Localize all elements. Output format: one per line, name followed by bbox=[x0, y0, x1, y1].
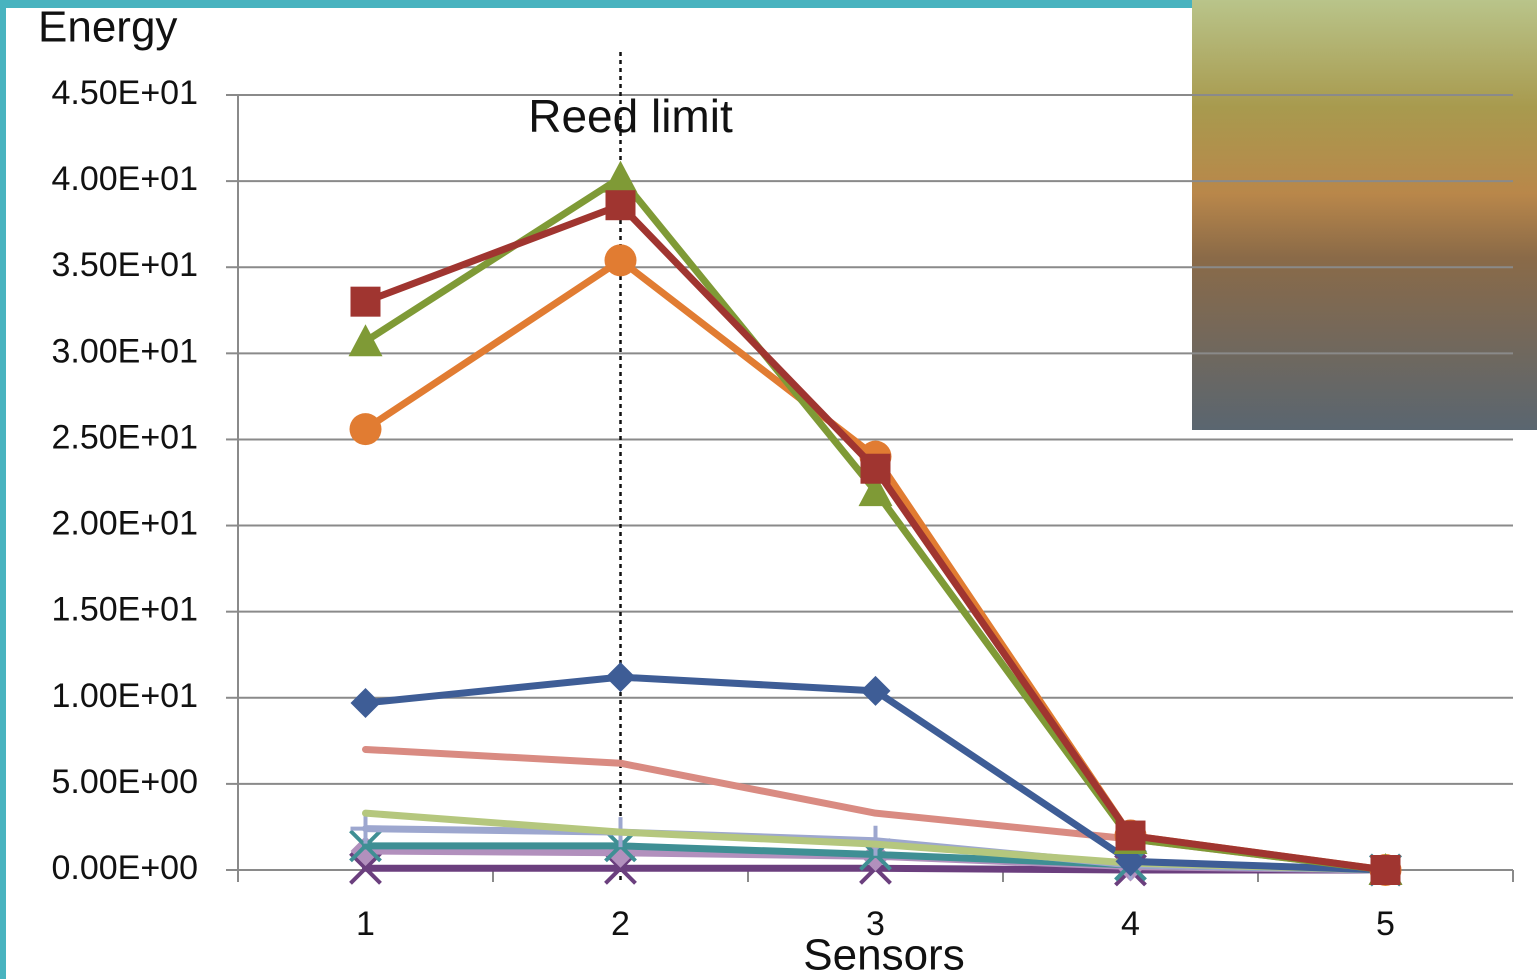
annotation: Reed limit bbox=[528, 90, 733, 142]
x-tick-label: 1 bbox=[356, 905, 375, 943]
x-tick-label: 2 bbox=[611, 905, 630, 943]
y-tick-label: 4.00E+01 bbox=[51, 160, 198, 198]
y-tick-label: 5.00E+00 bbox=[51, 763, 198, 801]
x-tick-label: 4 bbox=[1121, 905, 1140, 943]
y-tick-label: 4.50E+01 bbox=[51, 74, 198, 112]
y-tick-label: 2.00E+01 bbox=[51, 505, 198, 543]
y-tick-label: 0.00E+00 bbox=[51, 849, 198, 887]
page: {"chart_data": { "type": "line", "y_labe… bbox=[0, 0, 1537, 979]
marker bbox=[606, 190, 636, 220]
y-tick-label: 3.50E+01 bbox=[51, 246, 198, 284]
y-tick-label: 1.50E+01 bbox=[51, 591, 198, 629]
y-axis-title: Energy bbox=[38, 3, 177, 52]
y-tick-label: 2.50E+01 bbox=[51, 418, 198, 456]
chart: Energy Sensors 0.00E+005.00E+001.00E+011… bbox=[0, 0, 1537, 979]
marker bbox=[1116, 821, 1146, 851]
marker bbox=[861, 454, 891, 484]
marker bbox=[351, 287, 381, 317]
x-tick-label: 5 bbox=[1376, 905, 1395, 943]
reed-photo bbox=[1192, 0, 1537, 430]
marker bbox=[1371, 855, 1401, 885]
x-tick-label: 3 bbox=[866, 905, 885, 943]
marker bbox=[605, 244, 637, 276]
y-tick-label: 3.00E+01 bbox=[51, 332, 198, 370]
y-tick-label: 1.00E+01 bbox=[51, 677, 198, 715]
marker bbox=[350, 413, 382, 445]
